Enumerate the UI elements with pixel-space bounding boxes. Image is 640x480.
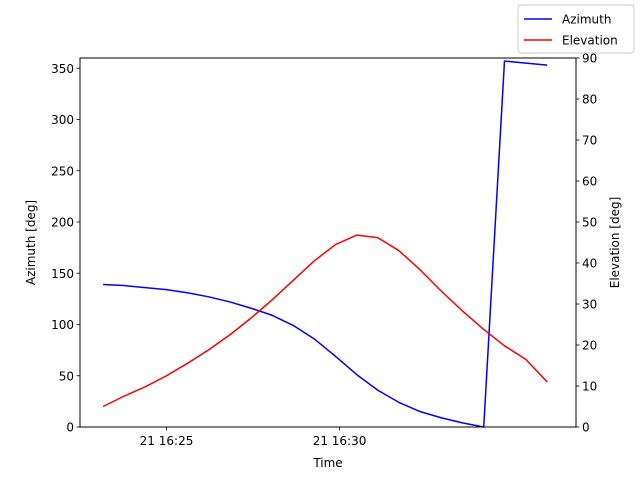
series-line-elevation (102, 234, 548, 408)
right-y-tick-label: 70 (582, 134, 597, 148)
right-y-tick-label: 40 (582, 257, 597, 271)
series-layer (102, 60, 548, 428)
left-y-tick-label: 100 (51, 318, 74, 332)
right-y-tick-label: 30 (582, 298, 597, 312)
left-y-tick-label: 350 (51, 62, 74, 76)
legend: Azimuth Elevation (517, 4, 635, 54)
left-y-tick-label: 0 (66, 421, 74, 435)
x-axis: 21 16:25 21 16:30 (140, 427, 367, 448)
left-axis: 0 50 100 150 200 250 300 350 (51, 62, 80, 435)
series-line-azimuth (103, 60, 548, 428)
left-y-tick-label: 150 (51, 267, 74, 281)
legend-label-elevation: Elevation (562, 34, 618, 48)
right-y-tick-label: 0 (582, 421, 590, 435)
right-y-axis-label: Elevation [deg] (608, 197, 622, 289)
left-y-tick-label: 200 (51, 216, 74, 230)
x-tick-label: 21 16:30 (313, 434, 367, 448)
right-y-tick-label: 80 (582, 93, 597, 107)
right-y-tick-label: 90 (582, 52, 597, 66)
x-tick-label: 21 16:25 (140, 434, 194, 448)
right-y-tick-label: 20 (582, 339, 597, 353)
legend-label-azimuth: Azimuth (562, 13, 611, 27)
left-y-tick-label: 250 (51, 164, 74, 178)
x-axis-label: Time (312, 456, 342, 470)
left-y-axis-label: Azimuth [deg] (24, 200, 38, 285)
right-y-tick-label: 50 (582, 216, 597, 230)
right-y-tick-label: 10 (582, 380, 597, 394)
right-y-tick-label: 60 (582, 175, 597, 189)
right-axis: 0 10 20 30 40 50 60 70 80 90 (576, 52, 597, 435)
legend-box (517, 4, 635, 54)
plot-frame (79, 57, 577, 428)
left-y-tick-label: 50 (59, 369, 74, 383)
left-y-tick-label: 300 (51, 113, 74, 127)
